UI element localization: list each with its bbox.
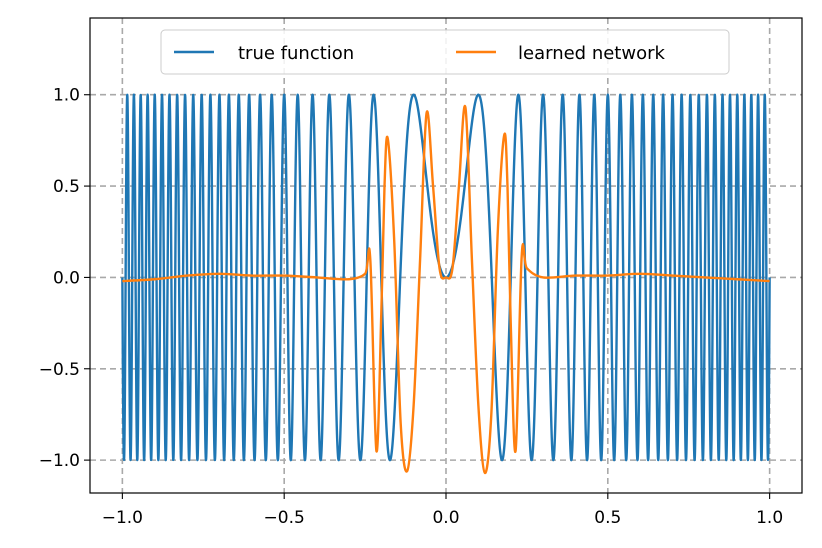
legend-label-true-function: true function (238, 43, 354, 64)
y-tick-label: 1.0 (53, 86, 80, 106)
series-layer (121, 93, 771, 475)
x-tick-label: 0.5 (594, 508, 621, 528)
y-tick-label: −0.5 (39, 360, 80, 380)
y-tick-label: 0.5 (53, 177, 80, 197)
x-tick-label: −0.5 (264, 508, 305, 528)
axis-ticks: −1.0 −0.5 0.0 0.5 1.0 −1.0 −0.5 0.0 0.5 1.0 (39, 86, 783, 528)
legend-label-learned-network: learned network (518, 43, 665, 64)
legend: true function learned network (160, 29, 730, 75)
series-learned-network-line (122, 104, 770, 475)
y-tick-label: 0.0 (53, 268, 80, 288)
x-tick-label: 1.0 (756, 508, 783, 528)
y-tick-label: −1.0 (39, 451, 80, 471)
x-tick-label: 0.0 (432, 508, 459, 528)
legend-box (160, 29, 730, 75)
x-tick-label: −1.0 (102, 508, 143, 528)
